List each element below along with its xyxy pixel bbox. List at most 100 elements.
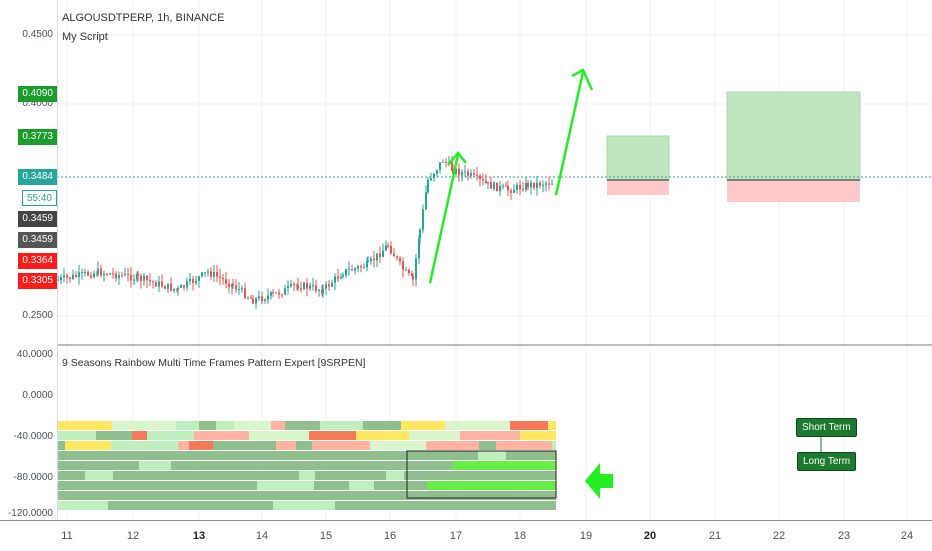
candle-body bbox=[507, 186, 509, 191]
rainbow-cell bbox=[478, 451, 494, 460]
candle-body bbox=[137, 274, 139, 276]
indicator-pane[interactable] bbox=[57, 346, 932, 520]
candle-body bbox=[173, 288, 175, 291]
rainbow-cell bbox=[516, 461, 556, 470]
candle-body bbox=[106, 273, 108, 275]
rainbow-cell bbox=[387, 461, 453, 470]
rainbow-cell bbox=[160, 421, 176, 430]
candle-body bbox=[244, 288, 246, 298]
candle-body bbox=[536, 182, 538, 188]
rainbow-cell bbox=[529, 501, 556, 510]
rainbow-cell bbox=[178, 441, 189, 450]
rainbow-cell bbox=[194, 431, 249, 440]
left-arrow-icon bbox=[585, 463, 613, 499]
indicator-tick: 40.0000 bbox=[16, 349, 53, 360]
candle-body bbox=[445, 161, 447, 163]
candle-body bbox=[170, 283, 172, 291]
candle-body bbox=[93, 273, 95, 278]
rainbow-cell bbox=[419, 491, 485, 500]
rainbow-cell bbox=[536, 481, 546, 490]
rainbow-cell bbox=[257, 481, 314, 490]
candle-body bbox=[264, 299, 266, 302]
candle-body bbox=[293, 284, 295, 286]
candle-body bbox=[177, 287, 179, 290]
candle-body bbox=[103, 273, 105, 276]
rainbow-cell bbox=[197, 471, 247, 480]
candle-body bbox=[331, 282, 333, 287]
rainbow-cell bbox=[312, 441, 370, 450]
candle-body bbox=[451, 162, 453, 171]
candle-body bbox=[303, 282, 305, 290]
rainbow-cell bbox=[465, 501, 529, 510]
candle-body bbox=[189, 278, 191, 282]
candle-body bbox=[270, 292, 272, 296]
candle-body bbox=[109, 273, 111, 275]
rainbow-cell bbox=[228, 451, 257, 460]
candle-body bbox=[140, 275, 142, 281]
rainbow-cell bbox=[290, 451, 314, 460]
script-title[interactable]: My Script bbox=[62, 31, 108, 43]
rainbow-cell bbox=[57, 501, 108, 510]
candle-body bbox=[402, 261, 404, 271]
rainbow-cell bbox=[546, 481, 556, 490]
rainbow-cell bbox=[340, 481, 349, 490]
candle-body bbox=[204, 272, 206, 274]
rainbow-cell bbox=[494, 451, 506, 460]
candle-body bbox=[479, 175, 481, 179]
rainbow-cell bbox=[363, 421, 401, 430]
candle-body bbox=[405, 269, 407, 271]
pane-separator[interactable] bbox=[0, 344, 932, 346]
rainbow-cell bbox=[130, 481, 194, 490]
candle-body bbox=[192, 278, 194, 283]
rainbow-cell bbox=[352, 491, 419, 500]
candle-body bbox=[360, 266, 362, 268]
candle-body bbox=[539, 182, 541, 186]
price-chart-pane[interactable] bbox=[57, 0, 932, 344]
candle-body bbox=[238, 289, 240, 291]
candle-body bbox=[485, 180, 487, 184]
price-axis[interactable]: 0.4500 0.4000 0.2500 0.4090 0.3773 0.348… bbox=[0, 0, 58, 520]
candle-body bbox=[458, 168, 460, 176]
candle-body bbox=[281, 294, 283, 296]
time-axis[interactable]: 11 12 13 14 15 16 17 18 19 20 21 22 23 2… bbox=[0, 520, 932, 551]
rainbow-cell bbox=[383, 501, 399, 510]
candle-body bbox=[422, 209, 424, 230]
candle-body bbox=[376, 253, 378, 261]
candle-body bbox=[232, 284, 234, 286]
candle-body bbox=[186, 281, 188, 288]
candle-body bbox=[328, 284, 330, 287]
candle-body bbox=[143, 275, 145, 281]
candle-body bbox=[363, 267, 365, 269]
candle-body bbox=[146, 275, 148, 281]
candle-body bbox=[60, 277, 62, 280]
candle-body bbox=[97, 268, 99, 275]
candle-body bbox=[252, 298, 254, 304]
candle-body bbox=[255, 298, 257, 304]
candle-body bbox=[112, 273, 114, 275]
candle-body bbox=[149, 280, 151, 282]
price-tick: 0.4000 bbox=[22, 98, 53, 109]
indicator-canvas[interactable] bbox=[57, 346, 932, 520]
rainbow-cell bbox=[479, 441, 496, 450]
symbol-title[interactable]: ALGOUSDTPERP, 1h, BINANCE bbox=[62, 12, 225, 24]
candle-body bbox=[418, 238, 420, 259]
candle-body bbox=[300, 288, 302, 290]
price-tag-stop-short: 0.3364 bbox=[18, 253, 57, 269]
candle-body bbox=[525, 182, 527, 190]
rainbow-cell bbox=[218, 491, 283, 500]
candle-body bbox=[482, 178, 484, 181]
rainbow-cell bbox=[283, 491, 301, 500]
price-chart-canvas[interactable] bbox=[57, 0, 932, 344]
candle-body bbox=[390, 246, 392, 254]
rainbow-cell bbox=[453, 461, 516, 470]
time-tick: 24 bbox=[900, 530, 914, 542]
rainbow-cell bbox=[548, 421, 556, 430]
indicator-title[interactable]: 9 Seasons Rainbow Multi Time Frames Patt… bbox=[62, 357, 366, 369]
candle-body bbox=[275, 292, 277, 294]
rainbow-cell bbox=[353, 471, 386, 480]
time-tick: 11 bbox=[61, 530, 73, 542]
candle-body bbox=[412, 275, 414, 280]
rainbow-cell bbox=[57, 471, 85, 480]
candle-body bbox=[118, 275, 120, 279]
price-tag-entry-2: 0.3459 bbox=[18, 232, 57, 248]
